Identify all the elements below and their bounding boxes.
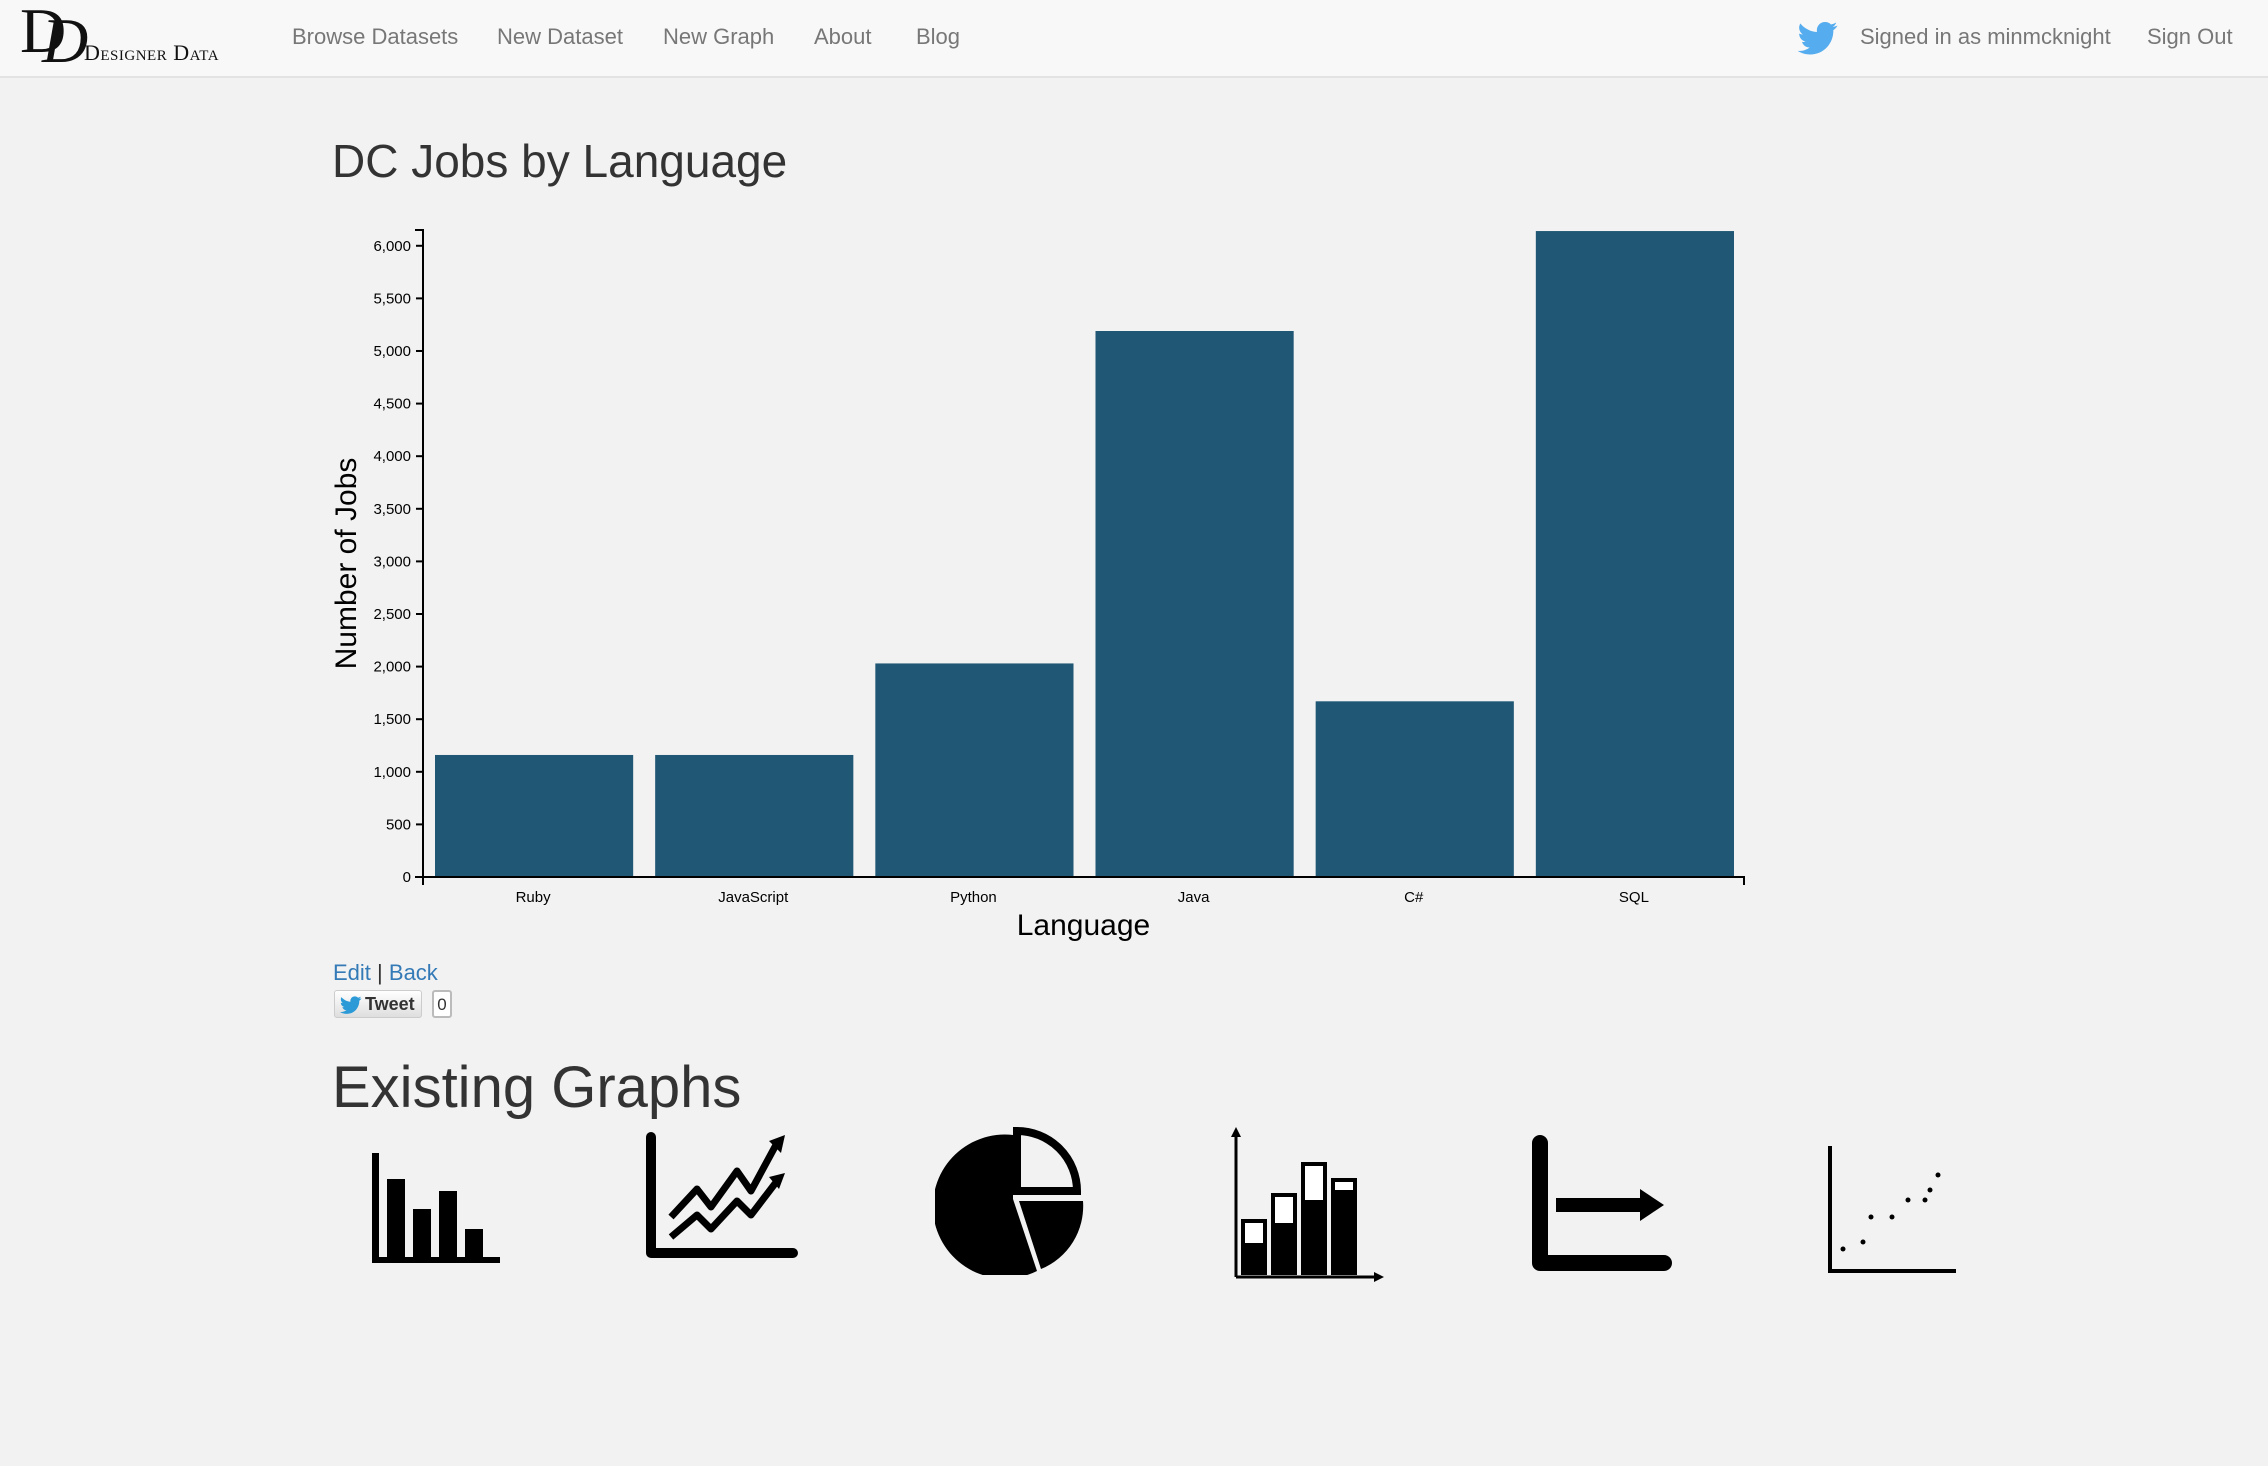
edit-link[interactable]: Edit xyxy=(333,960,371,985)
x-tick-label: SQL xyxy=(1619,889,1649,906)
pie-chart-icon[interactable] xyxy=(935,1125,1085,1275)
nav-browse-datasets[interactable]: Browse Datasets xyxy=(292,24,459,49)
brand-initial-2: D xyxy=(42,5,89,76)
y-tick-label: 1,500 xyxy=(373,711,411,728)
x-tick-label: Ruby xyxy=(516,889,552,906)
nav-new-dataset[interactable]: New Dataset xyxy=(497,24,623,49)
bar-chart-icon[interactable] xyxy=(368,1125,504,1270)
graph-actions: Edit | Back xyxy=(333,960,438,986)
line-chart-icon[interactable] xyxy=(645,1125,801,1265)
signed-in-status: Signed in as minmcknight xyxy=(1860,24,2111,49)
y-tick-label: 500 xyxy=(386,816,411,833)
bar xyxy=(875,663,1074,877)
navbar: D D Designer Data Browse Datasets New Da… xyxy=(0,0,2268,78)
link-separator: | xyxy=(377,960,383,985)
bar-chart: 0 500 1,000 1,500 2,000 2,500 3,000 3,500 4,000 4… xyxy=(330,229,1745,942)
bar xyxy=(655,754,854,877)
tweet-button[interactable]: Tweet xyxy=(334,990,422,1018)
tweet-count: 0 xyxy=(432,990,452,1018)
y-tick-label: 2,500 xyxy=(373,606,411,623)
twitter-bird-icon xyxy=(1798,22,1838,55)
brand-logo[interactable]: D D Designer Data xyxy=(18,0,258,76)
horizontal-bar-chart-icon[interactable] xyxy=(1528,1125,1676,1275)
existing-graphs-title: Existing Graphs xyxy=(332,1055,742,1120)
page-title: DC Jobs by Language xyxy=(332,135,788,187)
twitter-bird-icon xyxy=(340,996,362,1014)
scatter-plot-icon[interactable] xyxy=(1825,1125,1960,1275)
y-tick-label: 3,500 xyxy=(373,501,411,518)
bar xyxy=(435,754,634,877)
bar xyxy=(1315,701,1514,877)
x-tick-label: Java xyxy=(1178,889,1210,906)
y-axis-line xyxy=(415,229,424,878)
x-tick-label: Python xyxy=(950,889,997,906)
stacked-bar-chart-icon[interactable] xyxy=(1230,1125,1385,1285)
y-tick-label: 4,500 xyxy=(373,396,411,413)
y-tick-label: 6,000 xyxy=(373,238,411,255)
x-tick-label: C# xyxy=(1404,889,1424,906)
y-tick-label: 5,000 xyxy=(373,343,411,360)
x-axis-title: Language xyxy=(1017,909,1150,942)
nav-about[interactable]: About xyxy=(814,24,872,49)
bar xyxy=(1535,231,1734,878)
nav-blog[interactable]: Blog xyxy=(916,24,961,49)
y-tick-label: 5,500 xyxy=(373,290,411,307)
y-tick-label: 0 xyxy=(403,869,411,886)
y-tick-label: 1,000 xyxy=(373,764,411,781)
y-tick-label: 4,000 xyxy=(373,448,411,465)
back-link[interactable]: Back xyxy=(388,960,438,985)
tweet-label: Tweet xyxy=(365,994,415,1014)
bar xyxy=(1095,330,1294,877)
sign-out-link[interactable]: Sign Out xyxy=(2147,24,2233,49)
y-axis-title: Number of Jobs xyxy=(330,458,363,670)
y-tick-label: 2,000 xyxy=(373,659,411,676)
x-tick-label: JavaScript xyxy=(718,889,789,906)
brand-name: Designer Data xyxy=(84,40,220,65)
brand-initial-1: D xyxy=(20,0,67,66)
x-axis-line xyxy=(422,876,1745,885)
y-tick-label: 3,000 xyxy=(373,553,411,570)
nav-new-graph[interactable]: New Graph xyxy=(663,24,775,49)
